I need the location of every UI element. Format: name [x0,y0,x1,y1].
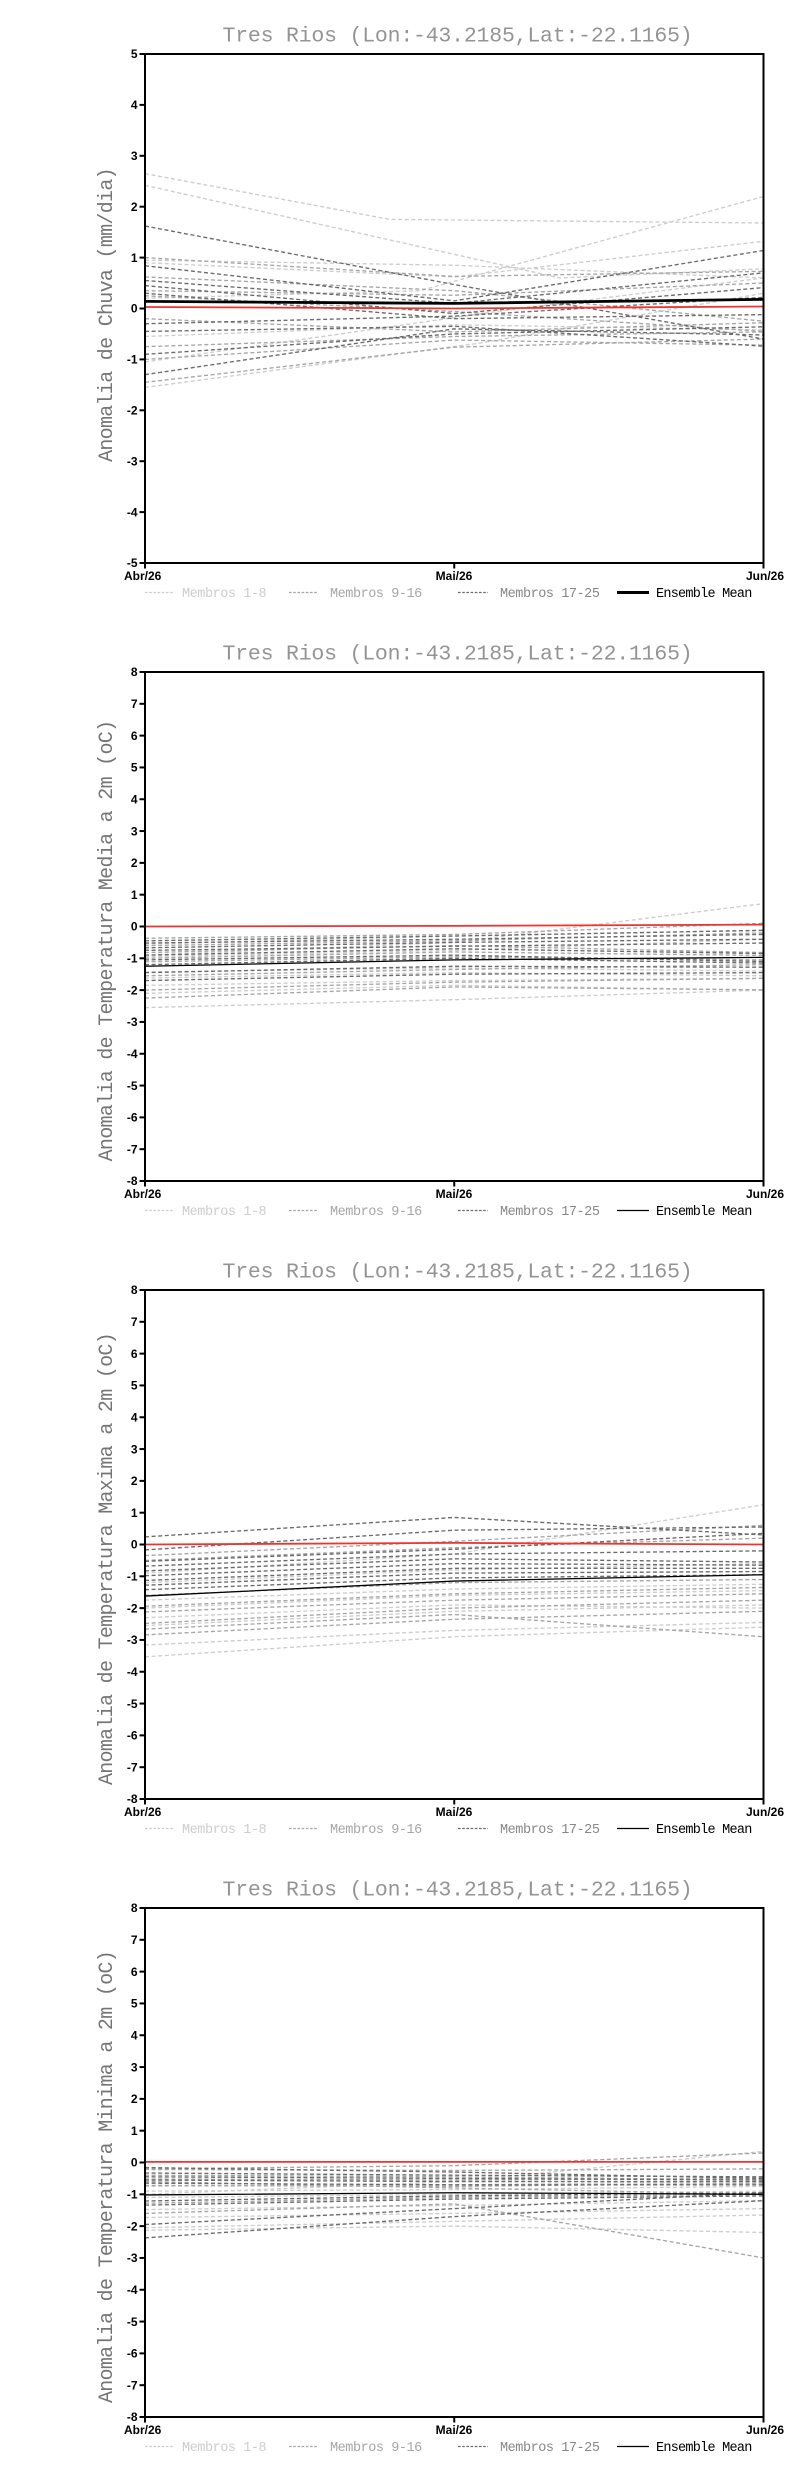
svg-text:-5: -5 [127,1697,138,1711]
svg-text:6: 6 [131,729,138,743]
svg-text:1: 1 [131,888,138,902]
svg-text:6: 6 [131,1965,138,1979]
svg-text:0: 0 [131,920,138,934]
svg-text:Abr/26: Abr/26 [124,1187,162,1201]
svg-text:-4: -4 [127,505,138,519]
svg-text:-4: -4 [127,2283,138,2297]
svg-text:-1: -1 [127,2188,138,2202]
svg-text:-6: -6 [127,1729,138,1743]
svg-text:Membros 17-25: Membros 17-25 [500,1205,600,1220]
svg-text:-5: -5 [127,556,138,570]
svg-text:-7: -7 [127,1142,138,1156]
svg-text:Membros 1-8: Membros 1-8 [182,1205,267,1220]
svg-text:4: 4 [131,2028,138,2042]
svg-text:Mai/26: Mai/26 [436,1187,473,1201]
svg-text:7: 7 [131,1933,138,1947]
svg-text:1: 1 [131,251,138,265]
svg-text:Tres Rios (Lon:-43.2185,Lat:-2: Tres Rios (Lon:-43.2185,Lat:-22.1165) [223,643,693,667]
svg-text:0: 0 [131,2156,138,2170]
svg-text:Membros 1-8: Membros 1-8 [182,587,267,602]
svg-text:Membros 17-25: Membros 17-25 [500,2441,600,2456]
svg-text:-2: -2 [127,983,138,997]
svg-text:Abr/26: Abr/26 [124,2423,162,2437]
svg-text:Membros 9-16: Membros 9-16 [330,1205,422,1220]
svg-text:Mai/26: Mai/26 [436,1805,473,1819]
svg-text:7: 7 [131,1315,138,1329]
svg-text:Ensemble Mean: Ensemble Mean [656,587,752,602]
svg-text:8: 8 [131,1283,138,1297]
svg-text:Membros 9-16: Membros 9-16 [330,2441,422,2456]
svg-text:Membros 17-25: Membros 17-25 [500,1823,600,1838]
svg-text:8: 8 [131,1901,138,1915]
svg-text:2: 2 [131,856,138,870]
svg-text:-7: -7 [127,2378,138,2392]
svg-text:-7: -7 [127,1760,138,1774]
svg-text:Ensemble Mean: Ensemble Mean [656,1205,752,1220]
svg-text:3: 3 [131,824,138,838]
svg-text:-3: -3 [127,1633,138,1647]
svg-text:6: 6 [131,1347,138,1361]
svg-text:-4: -4 [127,1047,138,1061]
svg-text:Tres Rios (Lon:-43.2185,Lat:-2: Tres Rios (Lon:-43.2185,Lat:-22.1165) [223,1879,693,1903]
svg-text:8: 8 [131,665,138,679]
svg-text:Tres Rios (Lon:-43.2185,Lat:-2: Tres Rios (Lon:-43.2185,Lat:-22.1165) [223,25,693,49]
svg-text:7: 7 [131,697,138,711]
svg-text:Membros 1-8: Membros 1-8 [182,2441,267,2456]
svg-text:Jun/26: Jun/26 [746,569,784,583]
svg-text:Anomalia de Temperatura Media: Anomalia de Temperatura Media a 2m (oC) [96,721,119,1162]
svg-text:5: 5 [131,1997,138,2011]
svg-text:Anomalia de Chuva (mm/dia): Anomalia de Chuva (mm/dia) [96,168,119,462]
svg-text:Anomalia de Temperatura Minima: Anomalia de Temperatura Minima a 2m (oC) [96,1951,119,2403]
svg-text:0: 0 [131,1538,138,1552]
svg-text:Abr/26: Abr/26 [124,1805,162,1819]
svg-text:-1: -1 [127,952,138,966]
svg-text:Jun/26: Jun/26 [746,1805,784,1819]
svg-text:Abr/26: Abr/26 [124,569,162,583]
svg-text:1: 1 [131,2124,138,2138]
svg-text:-2: -2 [127,2219,138,2233]
svg-text:Mai/26: Mai/26 [436,2423,473,2437]
svg-text:1: 1 [131,1506,138,1520]
svg-text:Anomalia de Temperatura Maxima: Anomalia de Temperatura Maxima a 2m (oC) [96,1333,119,1785]
svg-text:-3: -3 [127,1015,138,1029]
svg-text:-2: -2 [127,404,138,418]
svg-text:-2: -2 [127,1601,138,1615]
svg-text:5: 5 [131,761,138,775]
svg-text:3: 3 [131,2060,138,2074]
svg-text:-1: -1 [127,1570,138,1584]
svg-text:5: 5 [131,47,138,61]
svg-text:-8: -8 [127,1792,138,1806]
svg-text:4: 4 [131,792,138,806]
svg-text:Membros 9-16: Membros 9-16 [330,587,422,602]
svg-text:-3: -3 [127,2251,138,2265]
svg-text:Tres Rios (Lon:-43.2185,Lat:-2: Tres Rios (Lon:-43.2185,Lat:-22.1165) [223,1261,693,1285]
svg-text:2: 2 [131,1474,138,1488]
svg-text:2: 2 [131,2092,138,2106]
svg-text:5: 5 [131,1379,138,1393]
svg-text:-8: -8 [127,1174,138,1188]
svg-text:Jun/26: Jun/26 [746,2423,784,2437]
svg-text:Membros 17-25: Membros 17-25 [500,587,600,602]
svg-text:-6: -6 [127,2347,138,2361]
svg-text:4: 4 [131,1410,138,1424]
svg-text:-8: -8 [127,2410,138,2424]
svg-text:Mai/26: Mai/26 [436,569,473,583]
svg-text:4: 4 [131,98,138,112]
svg-text:Ensemble Mean: Ensemble Mean [656,2441,752,2456]
svg-text:Membros 9-16: Membros 9-16 [330,1823,422,1838]
svg-text:-1: -1 [127,353,138,367]
svg-text:Membros 1-8: Membros 1-8 [182,1823,267,1838]
svg-text:2: 2 [131,200,138,214]
svg-text:0: 0 [131,302,138,316]
svg-text:Ensemble Mean: Ensemble Mean [656,1823,752,1838]
svg-text:-3: -3 [127,454,138,468]
svg-text:3: 3 [131,1442,138,1456]
svg-text:-5: -5 [127,1079,138,1093]
svg-text:-6: -6 [127,1111,138,1125]
svg-text:Jun/26: Jun/26 [746,1187,784,1201]
svg-text:-5: -5 [127,2315,138,2329]
svg-text:3: 3 [131,149,138,163]
svg-text:-4: -4 [127,1665,138,1679]
